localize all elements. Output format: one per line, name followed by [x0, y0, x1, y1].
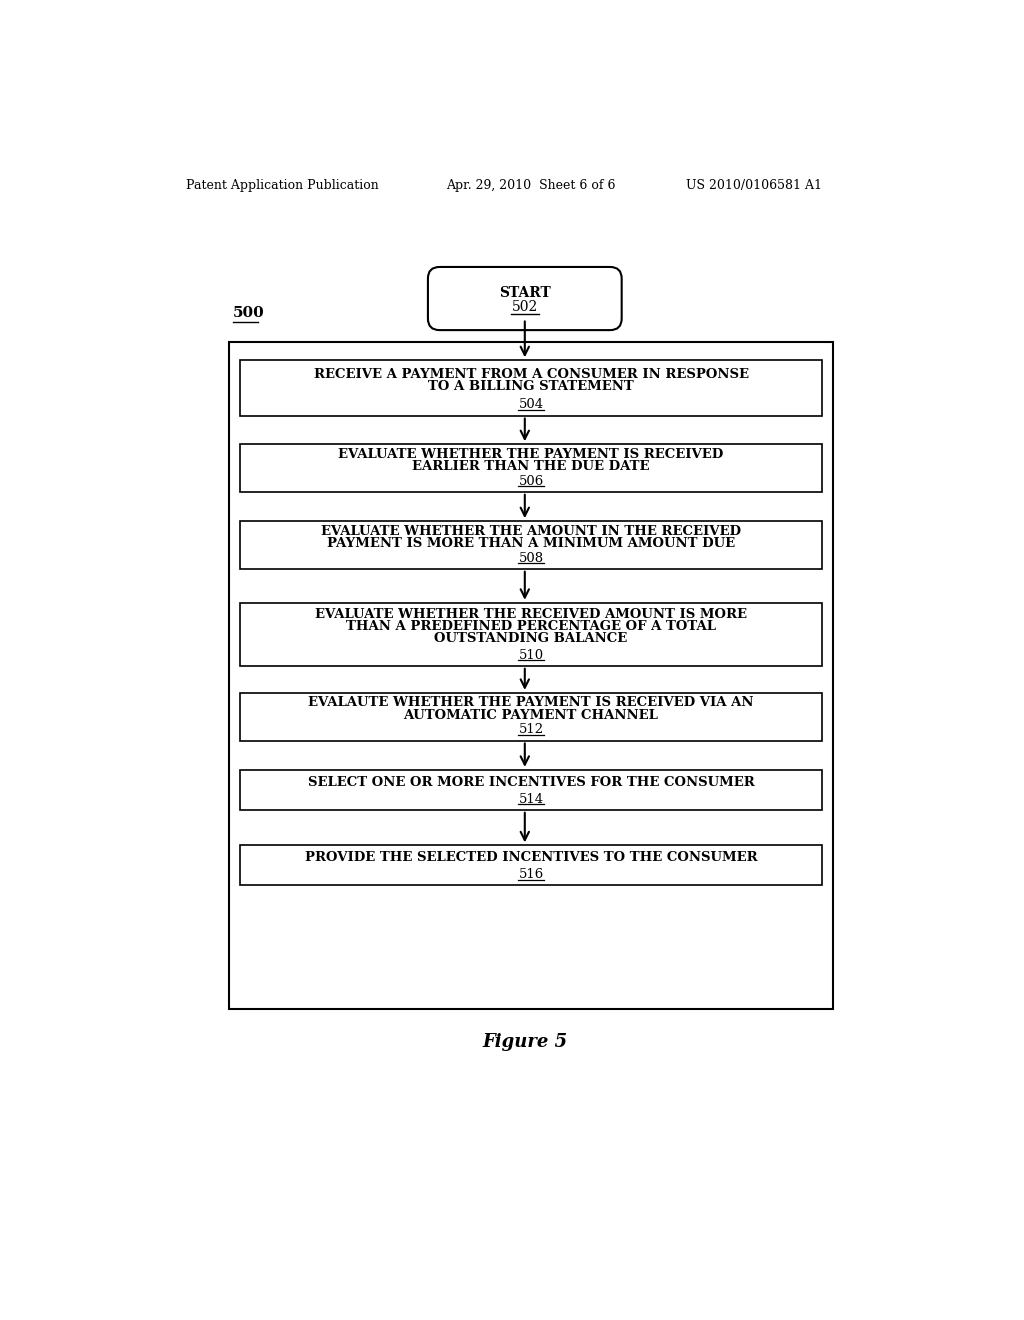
Text: AUTOMATIC PAYMENT CHANNEL: AUTOMATIC PAYMENT CHANNEL: [403, 709, 658, 722]
Text: EVALAUTE WHETHER THE PAYMENT IS RECEIVED VIA AN: EVALAUTE WHETHER THE PAYMENT IS RECEIVED…: [308, 696, 754, 709]
Bar: [241, 845, 821, 886]
Bar: [241, 521, 821, 569]
Text: EARLIER THAN THE DUE DATE: EARLIER THAN THE DUE DATE: [413, 459, 650, 473]
Text: OUTSTANDING BALANCE: OUTSTANDING BALANCE: [434, 632, 628, 645]
FancyBboxPatch shape: [428, 267, 622, 330]
Bar: [241, 603, 821, 665]
Text: 512: 512: [518, 723, 544, 737]
Text: START: START: [499, 286, 551, 300]
Text: 506: 506: [518, 474, 544, 487]
Text: 504: 504: [518, 399, 544, 412]
Text: SELECT ONE OR MORE INCENTIVES FOR THE CONSUMER: SELECT ONE OR MORE INCENTIVES FOR THE CO…: [307, 776, 755, 788]
Text: 500: 500: [232, 306, 264, 321]
Text: PAYMENT IS MORE THAN A MINIMUM AMOUNT DUE: PAYMENT IS MORE THAN A MINIMUM AMOUNT DU…: [327, 537, 735, 550]
Text: Figure 5: Figure 5: [482, 1034, 567, 1051]
Text: PROVIDE THE SELECTED INCENTIVES TO THE CONSUMER: PROVIDE THE SELECTED INCENTIVES TO THE C…: [305, 851, 758, 865]
Bar: [241, 360, 821, 416]
Bar: [241, 444, 821, 492]
Text: 514: 514: [518, 792, 544, 805]
Text: THAN A PREDEFINED PERCENTAGE OF A TOTAL: THAN A PREDEFINED PERCENTAGE OF A TOTAL: [346, 620, 716, 634]
Text: TO A BILLING STATEMENT: TO A BILLING STATEMENT: [428, 380, 634, 393]
Text: US 2010/0106581 A1: US 2010/0106581 A1: [686, 178, 822, 191]
Text: 502: 502: [512, 300, 538, 314]
Bar: [241, 770, 821, 810]
Text: EVALUATE WHETHER THE PAYMENT IS RECEIVED: EVALUATE WHETHER THE PAYMENT IS RECEIVED: [338, 447, 724, 461]
Text: 516: 516: [518, 869, 544, 880]
Text: Apr. 29, 2010  Sheet 6 of 6: Apr. 29, 2010 Sheet 6 of 6: [445, 178, 615, 191]
Text: EVALUATE WHETHER THE RECEIVED AMOUNT IS MORE: EVALUATE WHETHER THE RECEIVED AMOUNT IS …: [315, 607, 746, 620]
Bar: [228, 342, 834, 1010]
Text: EVALUATE WHETHER THE AMOUNT IN THE RECEIVED: EVALUATE WHETHER THE AMOUNT IN THE RECEI…: [321, 524, 741, 537]
Text: 508: 508: [518, 552, 544, 565]
Text: 510: 510: [518, 648, 544, 661]
Bar: [241, 693, 821, 741]
Text: RECEIVE A PAYMENT FROM A CONSUMER IN RESPONSE: RECEIVE A PAYMENT FROM A CONSUMER IN RES…: [313, 367, 749, 380]
Text: Patent Application Publication: Patent Application Publication: [186, 178, 379, 191]
